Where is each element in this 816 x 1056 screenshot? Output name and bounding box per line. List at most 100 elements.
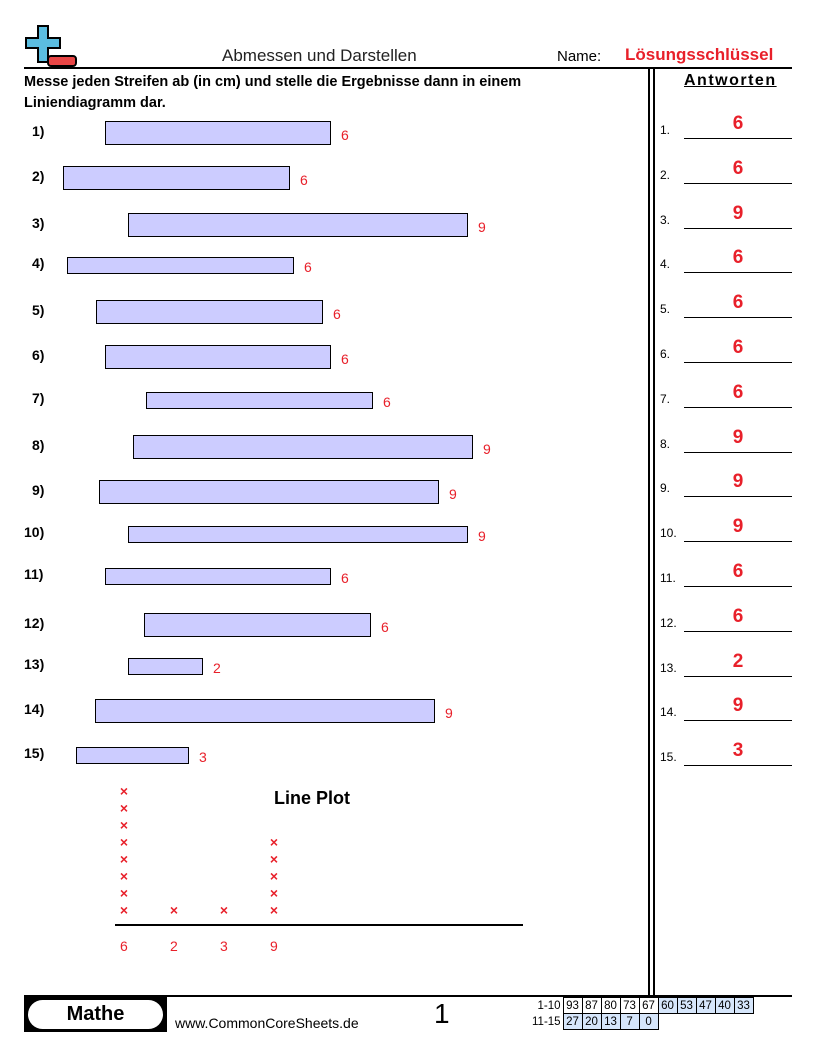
line-plot-mark: × [119, 885, 129, 901]
score-cell: 0 [638, 1013, 659, 1030]
answer-value: 9 [732, 516, 744, 538]
score-cell: 40 [714, 997, 735, 1014]
question-answer: 2 [213, 660, 221, 676]
line-plot-mark: × [119, 851, 129, 867]
subject-badge: Mathe [24, 997, 167, 1032]
question-answer: 9 [483, 441, 491, 457]
line-plot-label: 9 [270, 938, 278, 954]
score-table: 1-10 93 87 80 73 67 60 53 47 40 33 11-15 27 20 13 7 0 [530, 997, 754, 1030]
line-plot-mark: × [269, 834, 279, 850]
line-plot-mark: × [119, 817, 129, 833]
line-plot-mark: × [119, 834, 129, 850]
question-label: 8) [32, 437, 45, 453]
question-label: 11) [24, 566, 44, 582]
name-value: Lösungsschlüssel [625, 45, 774, 64]
column-divider [648, 68, 650, 996]
measure-strip [96, 300, 323, 324]
question-answer: 6 [300, 172, 308, 188]
question-answer: 6 [304, 259, 312, 275]
answer-value: 9 [732, 471, 744, 493]
question-label: 10) [24, 524, 45, 540]
answer-line [684, 451, 792, 453]
answer-number: 13. [660, 660, 677, 675]
answer-line [684, 406, 792, 408]
question-answer: 9 [478, 219, 486, 235]
score-row: 1-10 93 87 80 73 67 60 53 47 40 33 [530, 997, 754, 1014]
question-label: 3) [32, 215, 45, 231]
website: www.CommonCoreSheets.de [175, 1015, 359, 1031]
answer-number: 5. [660, 302, 671, 317]
score-cell: 93 [562, 997, 583, 1014]
question-label: 14) [24, 701, 45, 717]
score-cell: 80 [600, 997, 621, 1014]
answer-value: 6 [732, 157, 744, 179]
worksheet-title: Abmessen und Darstellen [222, 46, 417, 65]
question-answer: 6 [383, 394, 391, 410]
question-label: 4) [32, 255, 45, 271]
measure-strip [99, 480, 439, 504]
subject-label: Mathe [28, 1000, 163, 1029]
measure-strip [95, 699, 435, 723]
measure-strip [105, 567, 331, 585]
question-label: 2) [32, 168, 45, 184]
answer-value: 3 [732, 740, 744, 762]
question-answer: 6 [341, 570, 349, 586]
question-answer: 6 [381, 619, 389, 635]
measure-strip [67, 256, 294, 274]
answers-heading: Antworten [684, 72, 777, 89]
question-answer: 6 [341, 127, 349, 143]
line-plot-axis [115, 924, 523, 926]
measure-strip [105, 345, 331, 369]
answer-number: 8. [660, 436, 671, 451]
question-label: 9) [32, 482, 45, 498]
answer-line [684, 630, 792, 632]
measure-strip [146, 391, 373, 409]
page-number: 1 [434, 998, 450, 1029]
answer-value: 9 [732, 202, 744, 224]
score-cell: 47 [695, 997, 716, 1014]
question-label: 6) [32, 347, 45, 363]
score-cell: 7 [619, 1013, 640, 1030]
question-answer: 6 [341, 351, 349, 367]
question-answer: 9 [478, 528, 486, 544]
line-plot-title: Line Plot [274, 788, 350, 808]
measure-strip [133, 435, 473, 459]
line-plot-mark: × [269, 868, 279, 884]
answer-value: 2 [732, 650, 744, 672]
question-label: 12) [24, 615, 45, 631]
question-label: 5) [32, 302, 45, 318]
score-cell: 20 [581, 1013, 602, 1030]
answer-line [684, 362, 792, 363]
question-label: 7) [32, 390, 45, 406]
answer-value: 6 [732, 292, 744, 314]
score-cell: 33 [733, 997, 754, 1014]
logo-icon [24, 24, 80, 68]
answer-number: 9. [660, 481, 671, 496]
answer-line [684, 227, 792, 229]
answer-number: 14. [660, 705, 677, 720]
answer-value: 6 [732, 247, 744, 269]
answer-value: 6 [732, 113, 744, 134]
answer-value: 6 [732, 561, 744, 582]
measure-strip [128, 213, 468, 237]
line-plot-mark: × [119, 868, 129, 884]
question-label: 1) [32, 123, 45, 139]
answer-number: 7. [660, 391, 671, 406]
answer-line [684, 675, 792, 677]
measure-strip [76, 746, 189, 764]
question-answer: 9 [445, 705, 453, 721]
line-plot-mark: × [119, 783, 129, 799]
score-cell: 67 [638, 997, 659, 1014]
question-answer: 3 [199, 749, 207, 765]
score-cell: 87 [581, 997, 602, 1014]
line-plot-mark: × [269, 885, 279, 901]
measure-strip [63, 166, 290, 190]
question-answer: 9 [449, 486, 457, 502]
answer-line [684, 317, 792, 319]
line-plot-label: 3 [220, 938, 228, 954]
name-label: Name: [557, 48, 602, 65]
line-plot-mark: × [269, 902, 279, 918]
score-cell: 60 [657, 997, 678, 1014]
measure-strip [128, 525, 468, 543]
answer-value: 6 [732, 337, 744, 358]
